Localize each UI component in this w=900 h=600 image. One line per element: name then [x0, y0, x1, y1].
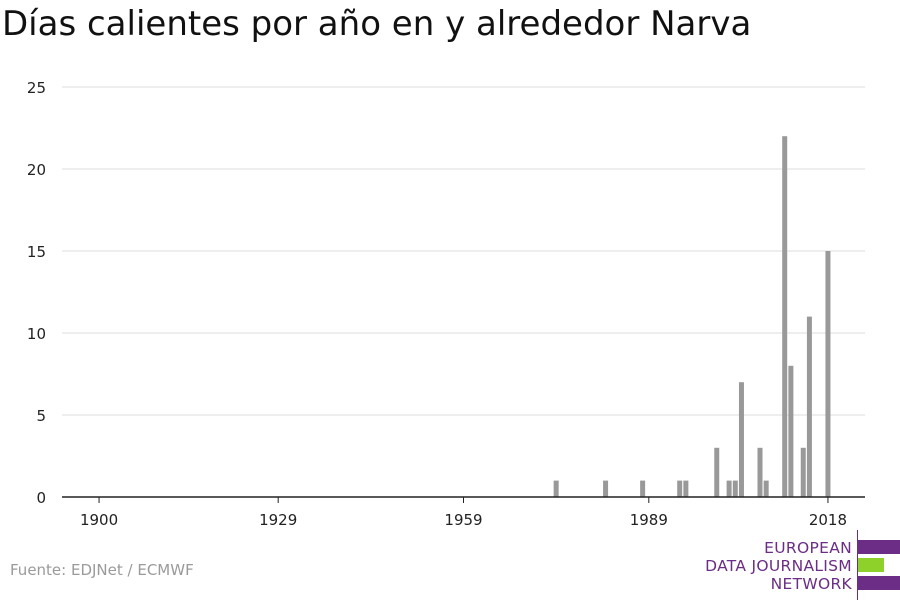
bar-chart: 0 5 10 15 20 25 1900 1929 1959 1989 2018	[27, 79, 865, 529]
bar-2018	[825, 251, 831, 497]
bar-1994	[677, 480, 683, 497]
edjnet-logo: EUROPEAN DATA JOURNALISM NETWORK	[700, 530, 900, 600]
logo-divider	[857, 530, 858, 600]
bar-2004	[738, 382, 744, 497]
bar-2008	[763, 480, 769, 497]
bar-2007	[757, 447, 763, 497]
logo-line-network: NETWORK	[770, 575, 852, 593]
y-tick-label-5: 5	[36, 407, 46, 425]
bar-1974	[553, 480, 559, 497]
logo-bar-green	[858, 558, 884, 572]
logo-line-data-journalism: DATA JOURNALISM	[705, 557, 852, 575]
x-tick-label-1959: 1959	[444, 511, 482, 529]
y-tick-label-15: 15	[27, 243, 46, 261]
logo-line-european: EUROPEAN	[764, 539, 852, 557]
x-tick-label-1989: 1989	[630, 511, 668, 529]
bar-2015	[806, 316, 812, 497]
x-tick-label-1900: 1900	[80, 511, 118, 529]
y-tick-label-0: 0	[36, 489, 46, 507]
y-tick-label-20: 20	[27, 161, 46, 179]
bar-2011	[782, 136, 788, 497]
logo-bar-purple-top	[858, 540, 900, 554]
y-tick-label-10: 10	[27, 325, 46, 343]
bar-1982	[603, 480, 609, 497]
bar-1988	[640, 480, 646, 497]
y-tick-label-25: 25	[27, 79, 46, 97]
x-tick-label-1929: 1929	[259, 511, 297, 529]
source-note: Fuente: EDJNet / ECMWF	[10, 561, 194, 579]
bar-2003	[732, 480, 738, 497]
x-tick-label-2018: 2018	[809, 511, 847, 529]
bar-1995	[683, 480, 689, 497]
bar-2002	[726, 480, 732, 497]
bar-2000	[714, 447, 720, 497]
chart-title: Días calientes por año en y alrededor Na…	[2, 4, 752, 44]
bar-2014	[800, 447, 806, 497]
logo-bar-purple-bottom	[858, 576, 900, 590]
bar-2012	[788, 365, 794, 497]
